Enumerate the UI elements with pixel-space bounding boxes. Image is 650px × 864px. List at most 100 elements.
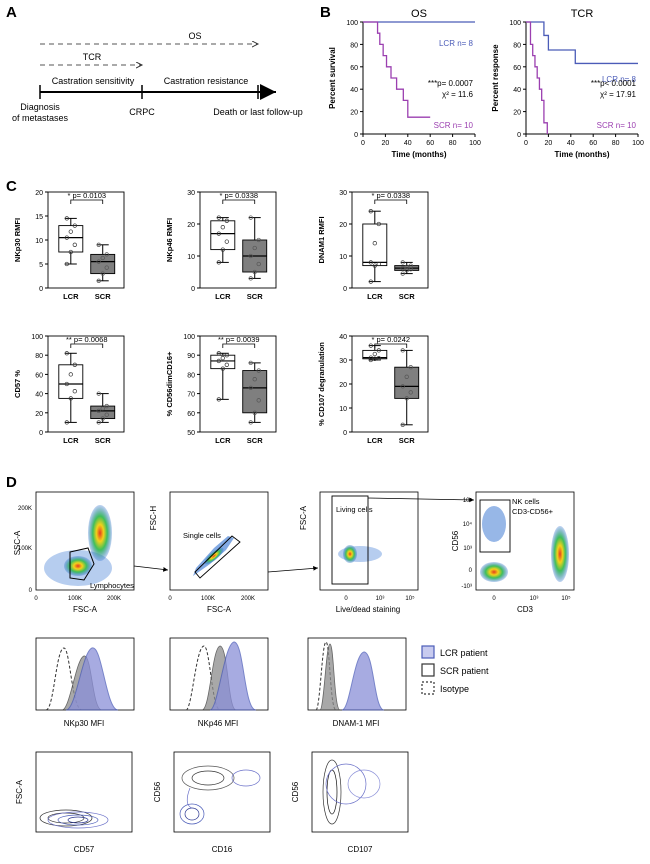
flow-plot-2-xlabel: FSC-A [207,605,232,614]
bx-cd57-point [68,396,73,401]
bx-cd57-point [72,389,77,394]
bx-nkp30-ytick-label: 20 [35,190,43,197]
bx-dnam1-ytick-label: 10 [339,254,347,261]
bx-cd57-frame [47,335,125,433]
flow-plot-2-frame [169,491,269,591]
flow-plot-1-xtick-2: 200K [107,596,121,602]
flow-plot-1-xtick-1: 100K [68,596,82,602]
km-os-ytick-label: 80 [350,42,358,49]
bx-cd56dim-point [216,351,221,356]
bx-nkp30-category-scr: SCR [95,292,111,301]
gate-arrow-1 [133,565,169,572]
bx-nkp46-point [224,239,229,244]
km-os-ytick-label: 60 [350,65,358,72]
start-label-line1: Diagnosis [20,102,60,112]
nk-cluster [482,506,506,542]
km-tcr-xtick-label: 100 [632,140,644,147]
histogram-nkp30: NKp30 MFI [35,637,135,728]
bx-nkp46-point [252,245,257,251]
flow-plot-4-xtick-1: 10³ [530,596,539,602]
bx-cd57-ytick-label: 20 [35,411,43,418]
bx-cd57-point [64,381,69,387]
bx-cd107-ytick-label: 40 [339,334,347,341]
bx-dnam1-point [368,209,373,214]
bx-cd107-point [376,356,381,361]
bx-cd107-point [400,422,405,427]
km-tcr-series-lcr-label: LCR n= 8 [602,75,637,84]
bx-cd56dim-ytick-label: 80 [187,372,195,379]
bx-cd57-ytick-label: 0 [39,430,43,437]
bx-cd57-box-scr [90,391,116,425]
bx-nkp30-point [96,278,101,283]
km-tcr-ytick-label: 20 [513,110,521,117]
bx-nkp46-pvalue: * p= 0.0338 [219,191,258,200]
bx-cd56dim-pvalue: ** p= 0.0039 [218,335,260,344]
bx-cd107-ylabel: % CD107 degranulation [317,342,326,426]
bx-nkp30-ylabel: NKp30 RMFI [13,218,22,262]
bx-nkp46-category-scr: SCR [247,292,263,301]
bx-dnam1-box-scr [394,260,420,276]
bx-nkp30-point [68,229,73,234]
bx-cd57-ytick-label: 60 [35,372,43,379]
flow-plot-1-ytick-0: 0 [29,588,33,594]
legend-label-scr: SCR patient [440,666,489,676]
bx-cd57-point [64,351,69,356]
tcr-line-label: TCR [83,52,102,62]
km-tcr-stat-chi: χ² = 17.91 [600,90,637,99]
panel-letter-a: A [6,4,17,21]
single-cells-gate [194,535,241,579]
km-os-stat-chi: χ² = 11.6 [442,90,474,99]
bx-nkp30-sig-bracket [70,199,104,204]
bx-nkp46-category-lcr: LCR [215,292,231,301]
flow-plot-1-cluster-high [88,505,112,561]
contour-cd107: CD56 CD107 [291,751,409,854]
gate-arrow-3 [367,497,475,503]
bx-nkp46-point [220,247,225,252]
bx-nkp46-point [252,269,257,275]
flow-plot-4-ylabel: CD56 [451,530,460,551]
flow-plot-3-frame [319,491,419,591]
bx-nkp30-ytick-label: 0 [39,286,43,293]
km-tcr-ytick-label: 40 [513,87,521,94]
bx-nkp46-box-lcr [210,215,236,265]
bx-cd57-ylabel: CD57 % [13,370,22,398]
flow-plot-1-ytick-1: 100K [18,546,32,552]
flow-plot-1-ylabel: SSC-A [13,530,22,555]
contour-cd57: FSC-A CD57 [15,751,133,854]
km-tcr-ytick-label: 100 [509,20,521,27]
legend-swatch-isotype [421,681,435,695]
bx-nkp46-point [248,215,253,220]
panel-letter-c: C [6,178,17,195]
boxplot-nkp46: 0 10 20 30 NKp46 RMFI LCR SCR * p= 0.0338 [165,190,277,301]
bx-cd56dim-point [224,362,229,367]
histogram-dnam1-xlabel: DNAM-1 MFI [333,719,380,728]
km-os-title: OS [411,8,427,20]
bx-cd107-point [372,351,377,357]
nk-cells-gate [479,499,511,553]
bx-cd57-sig-bracket [70,343,104,348]
bx-cd56dim-point [216,397,221,402]
flow-plot-2-ylabel: FSC-H [149,506,158,531]
contour-cd57-ylabel: FSC-A [15,779,24,804]
start-label-line2: of metastases [12,113,69,123]
single-cells-gate-label: Single cells [183,531,221,540]
flow-plot-1-frame [35,491,135,591]
bx-cd107-point [368,355,373,360]
bx-nkp30-iqr [90,253,116,275]
contour-cd16: CD56 CD16 [153,751,271,854]
km-os-ylabel: Percent survival [328,47,337,109]
bx-cd107-category-scr: SCR [399,436,415,445]
flow-plot-4-ytick-2: 10³ [463,546,472,552]
bx-cd57-point [100,416,105,421]
flow-plot-2-xtick-1: 100K [201,596,215,602]
km-os-xtick-label: 80 [449,140,457,147]
bx-nkp30-point [72,223,77,228]
km-tcr-series-lcr-line [526,21,638,65]
flow-plot-2-xtick-0: 0 [168,596,172,602]
bx-nkp46-frame [199,191,277,289]
bx-dnam1-point [376,261,381,267]
bx-cd57-point [64,420,69,425]
contour-cd107-xlabel: CD107 [348,845,373,854]
bx-nkp46-point [220,225,225,230]
km-os-chart: OS 0 20 40 60 80 100 0 20 40 60 80 100 Time (months) P… [328,8,481,159]
